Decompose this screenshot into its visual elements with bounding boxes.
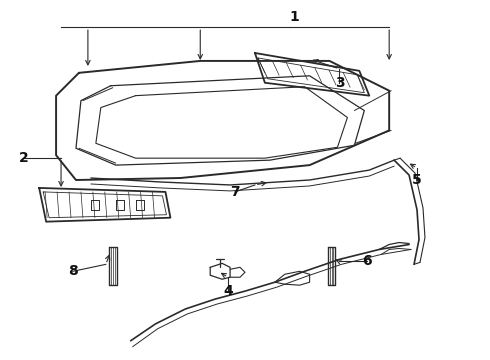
Text: 3: 3 <box>335 76 344 90</box>
Text: 5: 5 <box>412 173 422 187</box>
Text: 6: 6 <box>363 255 372 268</box>
Text: 7: 7 <box>230 185 240 199</box>
Text: 8: 8 <box>68 264 78 278</box>
Text: 2: 2 <box>19 151 28 165</box>
Text: 4: 4 <box>223 284 233 298</box>
Text: 1: 1 <box>290 10 299 24</box>
